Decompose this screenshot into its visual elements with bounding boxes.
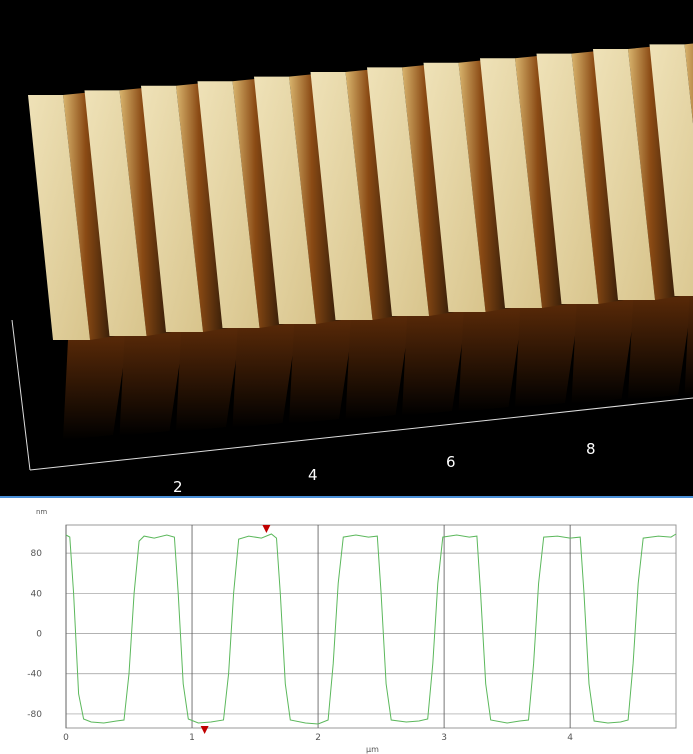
x-tick-label: 1 <box>189 733 195 743</box>
x-tick-label: 2 <box>315 733 321 743</box>
trench <box>176 326 241 432</box>
trench <box>628 294 693 400</box>
axis-3d-label: 8 <box>586 440 596 458</box>
x-tick-label: 0 <box>63 733 69 743</box>
plot-area <box>65 524 677 729</box>
stripe-top <box>536 53 599 304</box>
y-tick-label: -40 <box>27 670 42 680</box>
x-tick-label: 3 <box>441 733 447 743</box>
stripe-top <box>423 62 486 312</box>
stripe-side <box>684 43 693 124</box>
trench <box>289 318 354 424</box>
stripe-top <box>310 72 373 320</box>
x-label: µm <box>366 745 379 754</box>
trench <box>232 322 298 428</box>
axis-3d <box>11 319 31 471</box>
x-tick-label: 4 <box>567 733 573 743</box>
y-unit: nm <box>36 508 47 516</box>
stripe-top <box>28 95 90 340</box>
profile-line <box>65 533 677 725</box>
cursor-marker <box>262 525 271 534</box>
stripe-top <box>367 67 429 317</box>
axis-3d-label: 2 <box>173 478 183 496</box>
trench <box>515 302 580 408</box>
trench <box>63 334 128 440</box>
stripe-top <box>84 90 147 337</box>
stripe-top <box>141 85 203 332</box>
trench <box>571 298 637 404</box>
stripe-top <box>197 81 260 328</box>
axis-3d-label: 6 <box>446 453 456 471</box>
trench <box>684 295 693 396</box>
trench <box>119 330 185 436</box>
trench <box>345 314 411 420</box>
stripe-top <box>254 76 316 324</box>
afm-3d-render <box>28 43 693 440</box>
stripe-top <box>593 49 655 300</box>
stripe-top <box>480 58 542 309</box>
axis-3d <box>29 397 693 471</box>
trench <box>458 306 524 412</box>
y-tick-label: -80 <box>27 710 42 720</box>
stripe-top <box>649 44 693 296</box>
y-tick-label: 0 <box>36 630 42 640</box>
axis-3d-label: 4 <box>308 466 318 484</box>
y-tick-label: 40 <box>31 589 43 599</box>
cursor-marker <box>200 726 209 735</box>
trench <box>402 310 467 416</box>
y-tick-label: 80 <box>31 549 43 559</box>
